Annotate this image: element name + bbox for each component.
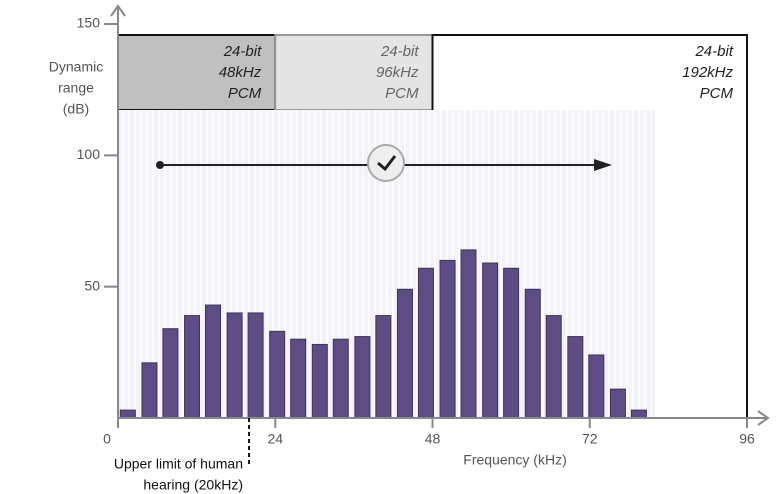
bar <box>311 343 328 419</box>
y-axis-label: range <box>58 80 94 96</box>
format-label: PCM <box>228 85 262 102</box>
bar <box>290 338 307 419</box>
bar <box>503 267 520 419</box>
bar <box>269 330 286 419</box>
format-label: PCM <box>700 85 734 102</box>
format-label: 96kHz <box>376 64 419 81</box>
y-tick-label: 100 <box>77 146 101 162</box>
bar <box>184 315 201 419</box>
check-icon <box>377 155 397 172</box>
bar <box>588 354 605 419</box>
x-tick-label: 24 <box>267 431 283 447</box>
bar <box>439 259 456 419</box>
bar <box>119 409 136 419</box>
format-label: 24-bit <box>380 43 419 60</box>
bar <box>417 267 434 419</box>
bar <box>247 312 264 419</box>
annotation-label: hearing (20kHz) <box>143 477 243 493</box>
bar <box>226 312 243 419</box>
arrow-tail <box>156 161 164 169</box>
bar <box>545 315 562 419</box>
bar <box>162 328 179 419</box>
x-tick-label: 0 <box>103 431 111 447</box>
bar <box>205 304 222 419</box>
format-label: 48kHz <box>219 64 262 81</box>
x-axis-arrow <box>757 410 770 426</box>
bar <box>460 249 477 419</box>
y-tick-label: 150 <box>77 15 101 31</box>
x-tick-label: 48 <box>425 431 441 447</box>
format-label: PCM <box>385 85 419 102</box>
bar <box>396 288 413 419</box>
x-tick-label: 72 <box>582 431 598 447</box>
annotation-label: Upper limit of human <box>114 456 243 472</box>
bar <box>332 338 349 419</box>
y-tick-label: 50 <box>84 277 100 293</box>
clock-icon <box>367 144 405 182</box>
format-label: 192kHz <box>682 64 733 81</box>
y-axis-label: Dynamic <box>49 59 103 75</box>
bar <box>482 262 499 419</box>
format-label: 24-bit <box>223 43 262 60</box>
bar <box>375 315 392 419</box>
x-axis-label: Frequency (kHz) <box>463 452 566 468</box>
y-axis-label: (dB) <box>63 101 89 117</box>
bar <box>609 388 626 419</box>
bar <box>141 362 158 419</box>
bar <box>630 409 647 419</box>
y-axis-arrow <box>110 4 126 17</box>
bar <box>524 288 541 419</box>
bar <box>567 336 584 419</box>
x-tick-label: 96 <box>739 431 755 447</box>
bar <box>354 336 371 419</box>
format-label: 24-bit <box>694 43 733 60</box>
arrow-head <box>594 159 612 171</box>
format-box <box>117 34 277 111</box>
